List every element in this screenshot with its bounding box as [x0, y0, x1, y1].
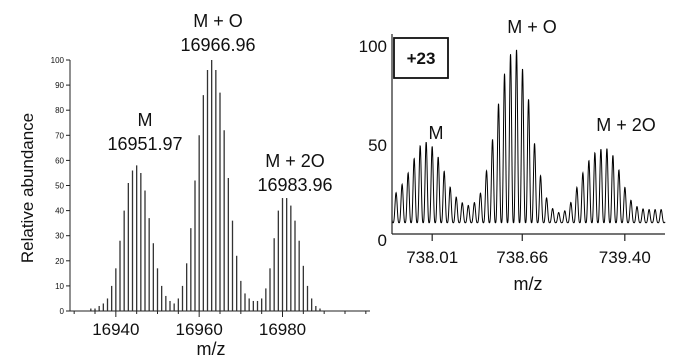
- right-y-tick-label: 50: [368, 136, 387, 155]
- left-xlabel: m/z: [197, 339, 226, 359]
- peak-mass-m-plus-o: 16966.96: [180, 35, 255, 55]
- right-y-ticks: 0 50 100: [359, 37, 387, 250]
- peak-label-m-plus-2o: M + 2O: [265, 151, 325, 171]
- right-xlabel: m/z: [514, 274, 543, 294]
- left-y-tick-label: 90: [55, 81, 64, 90]
- charge-state-box: [393, 37, 449, 79]
- left-y-tick-label: 0: [60, 307, 65, 316]
- left-x-tick-label: 16940: [92, 320, 139, 339]
- left-y-ticks: 0 10 20 30 40 50 60 70 80 90 100: [51, 56, 70, 316]
- right-x-tick-label: 739.40: [599, 248, 651, 267]
- right-y-tick-label: 0: [378, 231, 387, 250]
- peak-label-m-plus-o: M + O: [193, 11, 243, 31]
- left-y-tick-label: 60: [55, 156, 64, 165]
- left-y-tick-label: 50: [55, 182, 64, 191]
- charge-state-panel: 0 50 100 738.01 738.66 739.40 +23 M M + O M …: [359, 17, 666, 294]
- right-peak-label-m: M: [429, 123, 444, 143]
- left-y-tick-label: 40: [55, 207, 64, 216]
- left-x-tick-label: 16980: [259, 320, 306, 339]
- right-x-tick-label: 738.66: [496, 248, 548, 267]
- left-ylabel: Relative abundance: [18, 113, 37, 263]
- left-y-tick-label: 30: [55, 232, 64, 241]
- right-peak-label-m-plus-o: M + O: [507, 17, 557, 37]
- charge-state-label: +23: [407, 49, 436, 68]
- charge-state-trace: [391, 49, 666, 224]
- right-x-tick-label: 738.01: [406, 248, 458, 267]
- left-y-tick-label: 100: [51, 56, 65, 65]
- peak-label-m: M: [138, 110, 153, 130]
- peak-mass-m: 16951.97: [107, 134, 182, 154]
- deconvoluted-bars: [90, 60, 321, 311]
- right-y-tick-label: 100: [359, 37, 387, 56]
- left-y-tick-label: 10: [55, 282, 64, 291]
- left-x-tick-label: 16960: [176, 320, 223, 339]
- left-y-tick-label: 20: [55, 257, 64, 266]
- deconvoluted-spectrum-panel: 0 10 20 30 40 50 60 70 80 90 100 16940 16960 16980 R…: [18, 11, 370, 359]
- right-x-ticks: 738.01 738.66 739.40: [406, 234, 651, 267]
- left-x-ticks: 16940 16960 16980: [73, 311, 367, 339]
- left-y-tick-label: 80: [55, 106, 64, 115]
- right-peak-label-m-plus-2o: M + 2O: [596, 115, 656, 135]
- peak-mass-m-plus-2o: 16983.96: [257, 175, 332, 195]
- left-y-tick-label: 70: [55, 131, 64, 140]
